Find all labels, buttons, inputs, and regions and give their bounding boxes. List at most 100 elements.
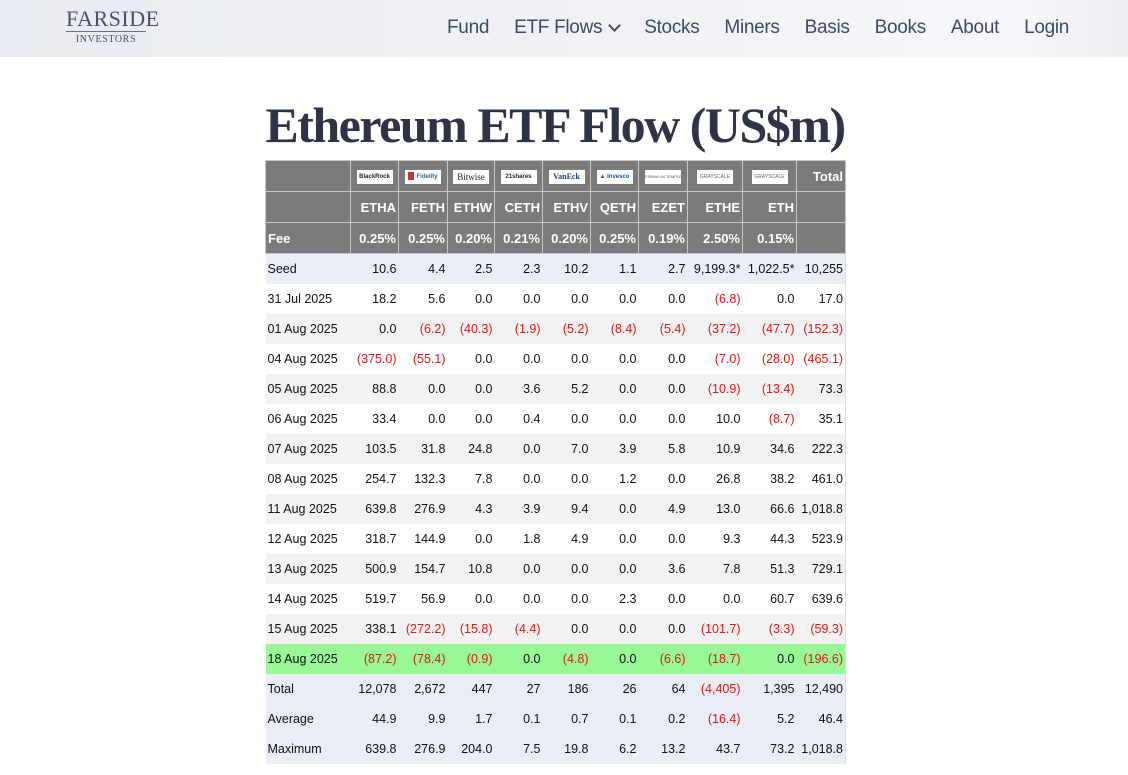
value-cell: 0.0: [542, 464, 591, 494]
ticker-cell: ETHW: [447, 191, 495, 223]
value-cell: (15.8): [447, 614, 495, 644]
value-cell: 0.0: [590, 374, 639, 404]
fee-cell: 0.20%: [542, 222, 591, 254]
value-cell: 0.0: [494, 584, 543, 614]
fee-cell: 0.20%: [447, 222, 495, 254]
value-cell: 17.0: [796, 284, 846, 314]
table-row: 08 Aug 2025 254.7 132.3 7.8 0.0 0.0 1.2 0.0 26.8…: [265, 464, 846, 494]
issuer-cell: GRAYSCALE: [687, 160, 743, 192]
nav-label: Basis: [804, 17, 850, 38]
table-row: 11 Aug 2025 639.8 276.9 4.3 3.9 9.4 0.0 4.9 13.0…: [265, 494, 846, 524]
row-label: 12 Aug 2025: [265, 524, 351, 554]
value-cell: 0.0: [638, 404, 688, 434]
page-title: Ethereum ETF Flow (US$m): [265, 96, 846, 153]
value-cell: 7.0: [542, 434, 591, 464]
value-cell: 73.2: [742, 734, 797, 764]
table-row: 13 Aug 2025 500.9 154.7 10.8 0.0 0.0 0.0 3.6 7.8…: [265, 554, 846, 584]
row-label: 11 Aug 2025: [265, 494, 351, 524]
value-cell: 1,018.8: [796, 494, 846, 524]
value-cell: (59.3): [796, 614, 846, 644]
value-cell: 3.9: [494, 494, 543, 524]
nav-etf-flows[interactable]: ETF Flows: [514, 17, 622, 39]
nav-label: Miners: [724, 17, 780, 38]
value-cell: 3.6: [638, 554, 688, 584]
value-cell: 31.8: [398, 434, 448, 464]
value-cell: (465.1): [796, 344, 846, 374]
value-cell: 461.0: [796, 464, 846, 494]
value-cell: 0.0: [638, 584, 688, 614]
value-cell: (6.6): [638, 644, 688, 674]
value-cell: 13.0: [687, 494, 743, 524]
nav-login[interactable]: Login: [1024, 17, 1069, 39]
empty-cell: [796, 191, 846, 223]
value-cell: (28.0): [742, 344, 797, 374]
value-cell: 519.7: [350, 584, 399, 614]
value-cell: 2.3: [590, 584, 639, 614]
value-cell: 729.1: [796, 554, 846, 584]
value-cell: (13.4): [742, 374, 797, 404]
value-cell: (40.3): [447, 314, 495, 344]
value-cell: 10,255: [796, 253, 846, 284]
table-row: 07 Aug 2025 103.5 31.8 24.8 0.0 7.0 3.9 5.8 10.9…: [265, 434, 846, 464]
value-cell: (16.4): [687, 704, 743, 734]
value-cell: 0.0: [638, 464, 688, 494]
value-cell: (375.0): [350, 344, 399, 374]
row-label: Total: [265, 674, 351, 704]
value-cell: (55.1): [398, 344, 448, 374]
issuer-cell: 21shares: [494, 160, 543, 192]
farside-logo[interactable]: FARSIDE INVESTORS: [66, 8, 159, 45]
value-cell: 186: [542, 674, 591, 704]
value-cell: 19.8: [542, 734, 591, 764]
value-cell: 10.8: [447, 554, 495, 584]
invesco-logo-icon: ▲ Invesco: [596, 169, 633, 184]
value-cell: 154.7: [398, 554, 448, 584]
nav-books[interactable]: Books: [875, 17, 927, 39]
issuer-cell: Fidelity: [398, 160, 448, 192]
value-cell: 26: [590, 674, 639, 704]
value-cell: 0.0: [447, 344, 495, 374]
fee-cell: [796, 222, 846, 254]
value-cell: 0.0: [447, 374, 495, 404]
value-cell: 0.0: [590, 524, 639, 554]
value-cell: (10.9): [687, 374, 743, 404]
issuer-logo-row: BlackRock Fidelity Bitwise 21shares VanE…: [265, 160, 846, 192]
value-cell: 0.0: [398, 404, 448, 434]
nav-miners[interactable]: Miners: [724, 17, 780, 39]
value-cell: 9.9: [398, 704, 448, 734]
row-label: Maximum: [265, 734, 351, 764]
value-cell: 1,018.8: [796, 734, 846, 764]
site-header: FARSIDE INVESTORS Fund ETF Flows Stocks …: [0, 0, 1128, 57]
row-label: 06 Aug 2025: [265, 404, 351, 434]
value-cell: 0.0: [590, 554, 639, 584]
value-cell: 0.0: [447, 284, 495, 314]
value-cell: 0.0: [590, 344, 639, 374]
value-cell: 7.8: [447, 464, 495, 494]
fee-cell: 0.19%: [638, 222, 688, 254]
franklin-templeton-logo-icon: FRANKLIN TEMPLETON: [645, 169, 681, 184]
value-cell: 0.0: [494, 434, 543, 464]
value-cell: 1,395: [742, 674, 797, 704]
value-cell: 0.0: [447, 584, 495, 614]
value-cell: 0.0: [590, 404, 639, 434]
nav-fund[interactable]: Fund: [447, 17, 489, 39]
value-cell: (8.4): [590, 314, 639, 344]
value-cell: 0.0: [542, 344, 591, 374]
table-row: 18 Aug 2025 (87.2) (78.4) (0.9) 0.0 (4.8) 0.0(…: [265, 644, 846, 674]
value-cell: (0.9): [447, 644, 495, 674]
issuer-cell: Bitwise: [447, 160, 495, 192]
nav-about[interactable]: About: [951, 17, 999, 39]
ticker-cell: FETH: [398, 191, 448, 223]
value-cell: 34.6: [742, 434, 797, 464]
value-cell: 222.3: [796, 434, 846, 464]
ticker-cell: ETHV: [542, 191, 591, 223]
nav-basis[interactable]: Basis: [805, 17, 850, 39]
value-cell: 103.5: [350, 434, 399, 464]
nav-stocks[interactable]: Stocks: [644, 17, 700, 39]
total-header: Total: [796, 160, 846, 192]
table-row: 12 Aug 2025 318.7 144.9 0.0 1.8 4.9 0.0 0.0 9.3 4…: [265, 524, 846, 554]
value-cell: 0.0: [494, 344, 543, 374]
value-cell: 10.9: [687, 434, 743, 464]
row-label: Average: [265, 704, 351, 734]
fee-cell: 0.21%: [494, 222, 543, 254]
value-cell: 1.2: [590, 464, 639, 494]
